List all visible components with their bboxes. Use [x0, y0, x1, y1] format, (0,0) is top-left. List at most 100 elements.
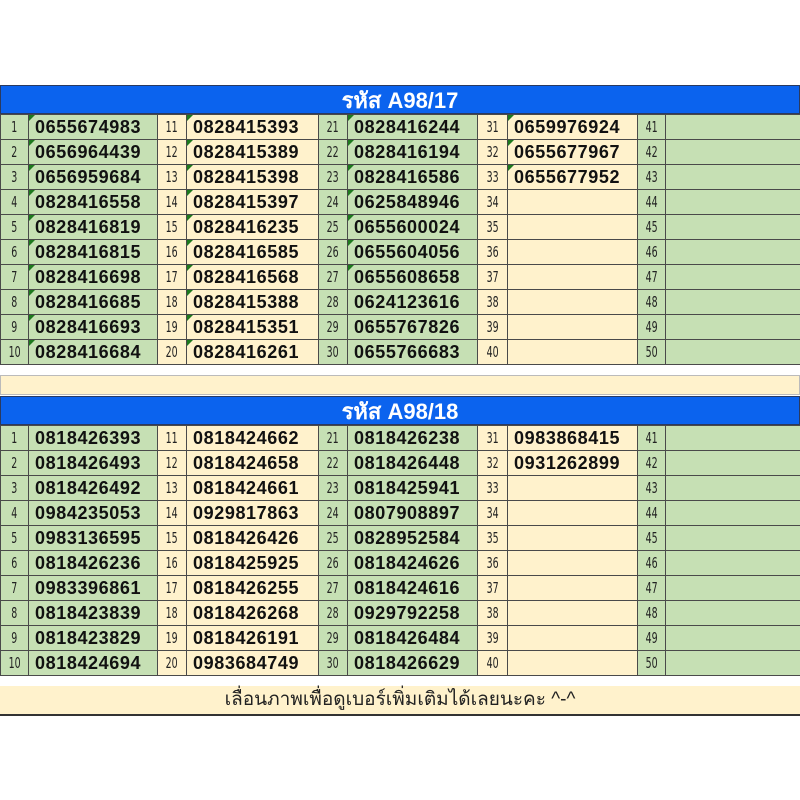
phone-number-cell[interactable]: 0818426426: [186, 525, 319, 551]
phone-number-cell[interactable]: 0818426484: [347, 625, 478, 651]
phone-number-cell[interactable]: [507, 239, 638, 265]
phone-number-cell[interactable]: 0818423829: [28, 625, 158, 651]
phone-number-cell[interactable]: 0818426236: [28, 550, 158, 576]
phone-number-cell[interactable]: 0818426393: [28, 425, 158, 451]
phone-number-cell[interactable]: [665, 650, 800, 676]
phone-number-cell[interactable]: [507, 600, 638, 626]
phone-number-cell[interactable]: 0828416558: [28, 189, 158, 215]
phone-number-cell[interactable]: 0828416586: [347, 164, 478, 190]
phone-number-cell[interactable]: 0828952584: [347, 525, 478, 551]
phone-number-cell[interactable]: 0655604056: [347, 239, 478, 265]
phone-number-cell[interactable]: 0828416261: [186, 339, 319, 365]
phone-number-cell[interactable]: 0818426238: [347, 425, 478, 451]
phone-number-cell[interactable]: 0828415398: [186, 164, 319, 190]
phone-number-cell[interactable]: 0828416684: [28, 339, 158, 365]
phone-number-cell[interactable]: [665, 139, 800, 165]
phone-number-cell[interactable]: [507, 264, 638, 290]
phone-number-cell[interactable]: [665, 264, 800, 290]
phone-number-cell[interactable]: 0828416568: [186, 264, 319, 290]
phone-number-cell[interactable]: 0655677967: [507, 139, 638, 165]
phone-number-cell[interactable]: 0818426255: [186, 575, 319, 601]
phone-number-cell[interactable]: 0818423839: [28, 600, 158, 626]
phone-number-cell[interactable]: 0656959684: [28, 164, 158, 190]
phone-number-cell[interactable]: [665, 550, 800, 576]
phone-number-cell[interactable]: [665, 425, 800, 451]
phone-number-cell[interactable]: 0655674983: [28, 114, 158, 140]
phone-number-cell[interactable]: [665, 625, 800, 651]
phone-number-cell[interactable]: 0818424616: [347, 575, 478, 601]
phone-number-cell[interactable]: [665, 164, 800, 190]
phone-number-cell[interactable]: 0828415388: [186, 289, 319, 315]
phone-number-cell[interactable]: 0818424661: [186, 475, 319, 501]
phone-number-cell[interactable]: 0828415351: [186, 314, 319, 340]
phone-number-cell[interactable]: 0818425941: [347, 475, 478, 501]
phone-number-cell[interactable]: 0828416194: [347, 139, 478, 165]
phone-number-cell[interactable]: 0983868415: [507, 425, 638, 451]
phone-number-cell[interactable]: 0818425925: [186, 550, 319, 576]
phone-number-cell[interactable]: [507, 339, 638, 365]
phone-number-cell[interactable]: [507, 650, 638, 676]
phone-number-cell[interactable]: [507, 550, 638, 576]
phone-number-cell[interactable]: 0655608658: [347, 264, 478, 290]
phone-number-cell[interactable]: 0655766683: [347, 339, 478, 365]
phone-number-cell[interactable]: 0828416585: [186, 239, 319, 265]
phone-number-cell[interactable]: [665, 475, 800, 501]
phone-number-cell[interactable]: [507, 575, 638, 601]
phone-number-cell[interactable]: 0818426448: [347, 450, 478, 476]
phone-number-cell[interactable]: [507, 525, 638, 551]
phone-number-cell[interactable]: [507, 314, 638, 340]
phone-number-cell[interactable]: [665, 314, 800, 340]
phone-number-cell[interactable]: 0656964439: [28, 139, 158, 165]
phone-number-cell[interactable]: [665, 214, 800, 240]
phone-number-cell[interactable]: 0828416685: [28, 289, 158, 315]
phone-number-cell[interactable]: 0931262899: [507, 450, 638, 476]
phone-number-cell[interactable]: 0818426492: [28, 475, 158, 501]
phone-number-cell[interactable]: [507, 189, 638, 215]
phone-number-cell[interactable]: 0929817863: [186, 500, 319, 526]
phone-number-cell[interactable]: 0818426629: [347, 650, 478, 676]
phone-number-cell[interactable]: [665, 339, 800, 365]
phone-number-cell[interactable]: 0818424694: [28, 650, 158, 676]
phone-number-cell[interactable]: 0828416693: [28, 314, 158, 340]
phone-number-cell[interactable]: 0828416235: [186, 214, 319, 240]
phone-number-cell[interactable]: [665, 575, 800, 601]
phone-number-cell[interactable]: 0828416698: [28, 264, 158, 290]
phone-number-cell[interactable]: 0624123616: [347, 289, 478, 315]
phone-number-cell[interactable]: [507, 289, 638, 315]
phone-number-cell[interactable]: [507, 625, 638, 651]
phone-number-cell[interactable]: [507, 214, 638, 240]
phone-number-cell[interactable]: 0983396861: [28, 575, 158, 601]
phone-number-cell[interactable]: 0659976924: [507, 114, 638, 140]
phone-number-cell[interactable]: 0828416819: [28, 214, 158, 240]
phone-number-cell[interactable]: 0828415393: [186, 114, 319, 140]
phone-number-cell[interactable]: [665, 525, 800, 551]
phone-number-cell[interactable]: [665, 600, 800, 626]
phone-number-cell[interactable]: 0818426268: [186, 600, 319, 626]
phone-number-cell[interactable]: 0655677952: [507, 164, 638, 190]
phone-number-cell[interactable]: [665, 500, 800, 526]
phone-number-cell[interactable]: 0655767826: [347, 314, 478, 340]
phone-number-cell[interactable]: 0828416244: [347, 114, 478, 140]
phone-number-cell[interactable]: 0818424658: [186, 450, 319, 476]
phone-number-cell[interactable]: 0655600024: [347, 214, 478, 240]
phone-number-cell[interactable]: 0818426493: [28, 450, 158, 476]
phone-number-cell[interactable]: 0625848946: [347, 189, 478, 215]
phone-number-cell[interactable]: [665, 289, 800, 315]
phone-number-cell[interactable]: 0983136595: [28, 525, 158, 551]
phone-number-cell[interactable]: 0828415389: [186, 139, 319, 165]
phone-number-cell[interactable]: 0818426191: [186, 625, 319, 651]
phone-number-cell[interactable]: 0828415397: [186, 189, 319, 215]
phone-number-cell[interactable]: 0818424662: [186, 425, 319, 451]
phone-number-cell[interactable]: 0984235053: [28, 500, 158, 526]
phone-number-cell[interactable]: [665, 189, 800, 215]
phone-number-cell[interactable]: 0828416815: [28, 239, 158, 265]
phone-number-cell[interactable]: [507, 475, 638, 501]
phone-number-cell[interactable]: [507, 500, 638, 526]
phone-number-cell[interactable]: [665, 114, 800, 140]
phone-number-cell[interactable]: 0807908897: [347, 500, 478, 526]
phone-number-cell[interactable]: [665, 239, 800, 265]
phone-number-cell[interactable]: [665, 450, 800, 476]
phone-number-cell[interactable]: 0818424626: [347, 550, 478, 576]
phone-number-cell[interactable]: 0929792258: [347, 600, 478, 626]
phone-number-cell[interactable]: 0983684749: [186, 650, 319, 676]
